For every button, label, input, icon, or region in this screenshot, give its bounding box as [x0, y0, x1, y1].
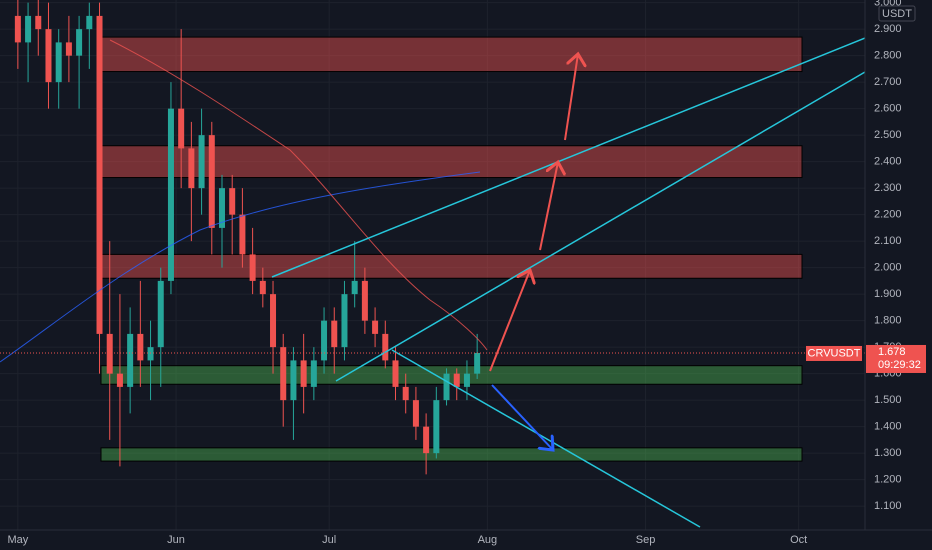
currency: USDT [882, 8, 912, 20]
y-tick-label: 1.800 [874, 315, 902, 327]
y-tick-label: 2.200 [874, 209, 902, 221]
arrow [564, 54, 578, 141]
candle-body [167, 108, 174, 281]
candle-body [55, 42, 62, 83]
candle-body [188, 148, 195, 189]
x-tick-label: Aug [478, 534, 498, 546]
candle-body [433, 400, 440, 454]
candle-body [147, 347, 154, 361]
price-zone [100, 145, 803, 179]
candle-body [157, 280, 164, 348]
candle-body [76, 29, 83, 56]
arrow [489, 270, 530, 372]
candle-body [300, 360, 307, 387]
trend-line [335, 71, 866, 382]
y-tick-label: 2.500 [874, 129, 902, 141]
candle-body [116, 373, 123, 387]
countdown: 09:29:32 [878, 359, 921, 371]
last-price: 1.678 [878, 346, 906, 358]
y-tick-label: 2.800 [874, 50, 902, 62]
y-tick-label: 2.700 [874, 76, 902, 88]
candle-body [382, 333, 389, 361]
x-tick-label: Sep [636, 534, 656, 546]
x-tick-label: Oct [790, 534, 807, 546]
x-tick-label: Jul [322, 534, 336, 546]
candle-body [321, 320, 328, 361]
currency-badge[interactable] [878, 5, 916, 22]
candle-body [372, 320, 379, 334]
price-zone [100, 253, 803, 279]
candle-body [35, 15, 42, 30]
y-tick-label: 2.000 [874, 262, 902, 274]
trend-line [271, 27, 891, 278]
y-tick-label: 2.400 [874, 156, 902, 168]
y-tick-label: 2.100 [874, 235, 902, 247]
candle-body [412, 400, 419, 427]
drawings [0, 27, 891, 528]
x-tick-label: Jun [167, 534, 185, 546]
candle-body [14, 15, 21, 43]
candle-body [423, 426, 430, 454]
candle-body [290, 360, 297, 401]
candle-body [474, 352, 481, 374]
y-tick-label: 1.500 [874, 394, 902, 406]
price-zone [100, 447, 803, 462]
candle-body [392, 360, 399, 387]
candle-body [310, 360, 317, 387]
candle-body [25, 15, 32, 43]
candle-body [361, 280, 368, 321]
symbol-tag [806, 345, 862, 361]
candle-body [341, 294, 348, 348]
price-zone [100, 36, 803, 73]
time-axis [0, 530, 865, 550]
candle-body [218, 188, 225, 228]
y-tick-label: 1.400 [874, 421, 902, 433]
candle-body [331, 320, 338, 348]
price-zone [100, 365, 803, 385]
arrow [491, 384, 553, 450]
candle-body [351, 280, 358, 295]
y-tick-label: 1.200 [874, 474, 902, 486]
candle-body [65, 42, 72, 56]
moving-average [109, 39, 488, 351]
x-tick-label: May [7, 534, 28, 546]
candle-body [86, 15, 93, 30]
price-tag [866, 344, 926, 373]
candle-body [96, 15, 103, 334]
y-tick-label: 1.100 [874, 500, 902, 512]
arrow [539, 162, 558, 251]
y-tick-label: 2.600 [874, 103, 902, 115]
y-tick-label: 2.900 [874, 23, 902, 35]
candle-body [127, 333, 134, 387]
candle-body [137, 333, 144, 361]
y-tick-label: 3.000 [874, 0, 902, 9]
candle-body [208, 135, 215, 228]
y-tick-label: 2.300 [874, 182, 902, 194]
candle-body [443, 373, 450, 401]
candle-body [239, 214, 246, 255]
candle-body [249, 254, 256, 281]
candle-body [229, 188, 236, 215]
candle-body [198, 135, 205, 189]
candle-body [280, 347, 287, 401]
y-tick-label: 1.900 [874, 288, 902, 300]
symbol: CRVUSDT [808, 347, 861, 359]
candle-body [106, 333, 113, 374]
moving-average [0, 171, 481, 363]
candle-body [463, 373, 470, 387]
y-tick-label: 1.300 [874, 447, 902, 459]
candle-body [178, 108, 185, 149]
candle-body [259, 280, 266, 295]
candle-body [402, 386, 409, 401]
candle-body [270, 294, 277, 348]
price-axis [865, 0, 932, 550]
candle-body [453, 373, 460, 387]
candle-body [45, 29, 52, 83]
